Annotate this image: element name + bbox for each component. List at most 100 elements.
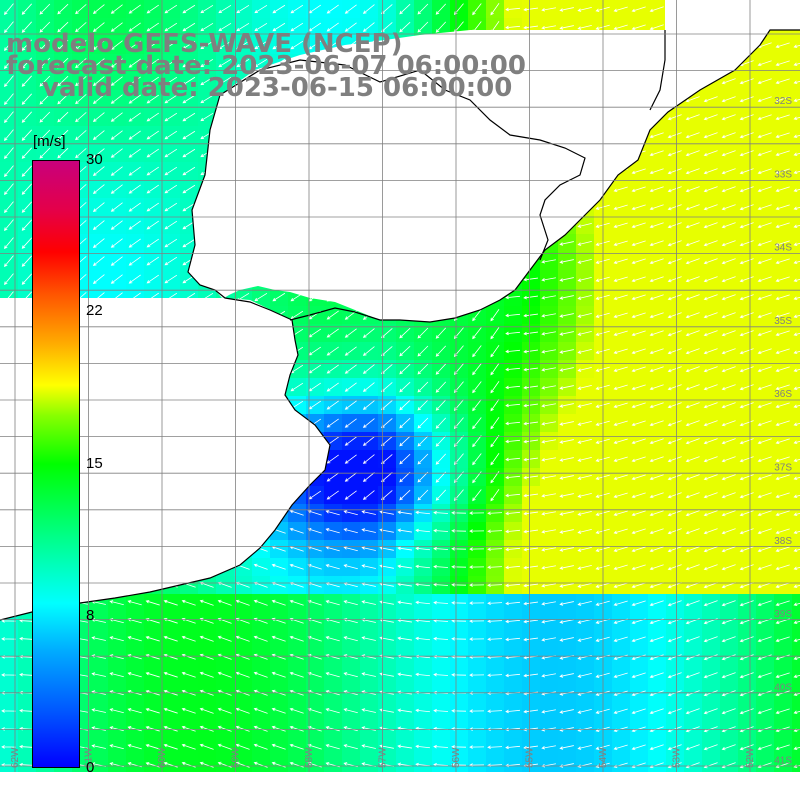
wind-arrow bbox=[435, 363, 447, 375]
wind-arrow bbox=[703, 276, 718, 283]
wind-arrow bbox=[343, 600, 358, 606]
wind-arrow bbox=[649, 528, 664, 535]
wind-arrow bbox=[577, 564, 592, 570]
wind-arrow bbox=[703, 258, 718, 265]
wind-arrow bbox=[164, 112, 178, 122]
wind-arrow bbox=[417, 327, 429, 339]
wind-arrow bbox=[397, 672, 412, 677]
wind-arrow bbox=[307, 599, 322, 606]
wind-arrow bbox=[631, 204, 646, 211]
wind-arrow bbox=[757, 456, 772, 463]
wind-arrow bbox=[253, 743, 268, 750]
wind-arrow bbox=[57, 111, 69, 123]
wind-arrow bbox=[703, 456, 718, 463]
wind-arrow bbox=[344, 400, 357, 410]
wind-arrow bbox=[613, 24, 628, 31]
wind-arrow bbox=[199, 761, 214, 768]
wind-arrow bbox=[435, 21, 447, 33]
wind-arrow bbox=[559, 709, 574, 714]
wind-arrow bbox=[110, 274, 123, 284]
wind-arrow bbox=[649, 24, 664, 31]
wind-arrow bbox=[92, 58, 105, 68]
wind-arrow bbox=[253, 671, 268, 678]
wind-arrow bbox=[775, 474, 790, 481]
wind-arrow bbox=[703, 384, 718, 391]
wind-arrow bbox=[110, 112, 123, 122]
wind-arrow bbox=[200, 76, 214, 86]
wind-arrow bbox=[182, 130, 196, 140]
wind-arrow bbox=[344, 436, 357, 446]
wind-arrow bbox=[721, 384, 736, 391]
wind-arrow bbox=[685, 654, 700, 661]
wind-arrow bbox=[164, 22, 178, 32]
wind-arrow bbox=[757, 744, 772, 751]
wind-arrow bbox=[541, 295, 556, 300]
latitude-label: 33S bbox=[774, 169, 792, 180]
wind-arrow bbox=[631, 654, 646, 661]
wind-arrow bbox=[21, 21, 32, 33]
wind-arrow bbox=[685, 708, 700, 715]
wind-arrow bbox=[469, 547, 485, 551]
wind-arrow bbox=[613, 600, 628, 607]
wind-arrow bbox=[793, 206, 800, 210]
wind-arrow bbox=[685, 168, 700, 175]
wind-arrow bbox=[775, 492, 790, 499]
wind-arrow bbox=[523, 421, 538, 426]
wind-arrow bbox=[685, 600, 700, 607]
wind-arrow bbox=[433, 672, 449, 677]
wind-arrow bbox=[541, 529, 556, 534]
colorbar bbox=[33, 161, 79, 767]
wind-arrow bbox=[739, 96, 754, 103]
wind-arrow bbox=[739, 708, 754, 715]
wind-arrow bbox=[721, 258, 736, 265]
wind-arrow bbox=[75, 148, 87, 159]
wind-arrow bbox=[649, 6, 664, 13]
wind-arrow bbox=[613, 654, 628, 661]
wind-arrow bbox=[272, 292, 286, 302]
wind-arrow bbox=[757, 528, 772, 535]
wind-arrow bbox=[164, 58, 178, 68]
wind-arrow bbox=[307, 671, 322, 678]
wind-arrow bbox=[649, 456, 664, 463]
wind-arrow bbox=[21, 201, 32, 213]
wind-arrow bbox=[541, 7, 556, 12]
wind-arrow bbox=[433, 762, 449, 767]
wind-arrow bbox=[577, 672, 592, 678]
wind-arrow bbox=[793, 602, 800, 606]
wind-arrow bbox=[793, 224, 800, 228]
wind-arrow bbox=[57, 21, 69, 33]
wind-arrow bbox=[451, 547, 467, 551]
wind-arrow bbox=[757, 114, 772, 121]
wind-arrow bbox=[757, 240, 772, 247]
wind-arrow bbox=[344, 364, 357, 374]
wind-arrow bbox=[775, 348, 790, 355]
wind-arrow bbox=[703, 510, 718, 517]
wind-arrow bbox=[472, 363, 482, 376]
wind-arrow bbox=[505, 7, 521, 12]
wind-arrow bbox=[649, 384, 664, 391]
wind-arrow bbox=[435, 399, 447, 411]
wind-arrow bbox=[631, 168, 646, 175]
wind-arrow bbox=[631, 240, 646, 247]
wind-arrow bbox=[793, 440, 800, 444]
wind-arrow bbox=[793, 62, 800, 66]
wind-arrow bbox=[631, 600, 646, 607]
wind-arrow bbox=[739, 672, 754, 679]
wind-arrow bbox=[469, 745, 485, 749]
wind-arrow bbox=[487, 547, 503, 552]
wind-arrow bbox=[721, 564, 736, 571]
wind-arrow bbox=[127, 708, 142, 714]
wind-arrow bbox=[75, 130, 87, 141]
wind-arrow bbox=[667, 402, 682, 409]
wind-arrow bbox=[649, 582, 664, 589]
wind-arrow bbox=[490, 489, 500, 502]
wind-arrow bbox=[739, 186, 754, 193]
wind-arrow bbox=[721, 438, 736, 445]
wind-arrow bbox=[433, 564, 449, 569]
wind-arrow bbox=[613, 672, 628, 679]
wind-arrow bbox=[649, 708, 664, 715]
wind-arrow bbox=[757, 96, 772, 103]
wind-arrow bbox=[344, 382, 357, 392]
wind-arrow bbox=[757, 708, 772, 715]
wind-arrow bbox=[290, 40, 304, 50]
